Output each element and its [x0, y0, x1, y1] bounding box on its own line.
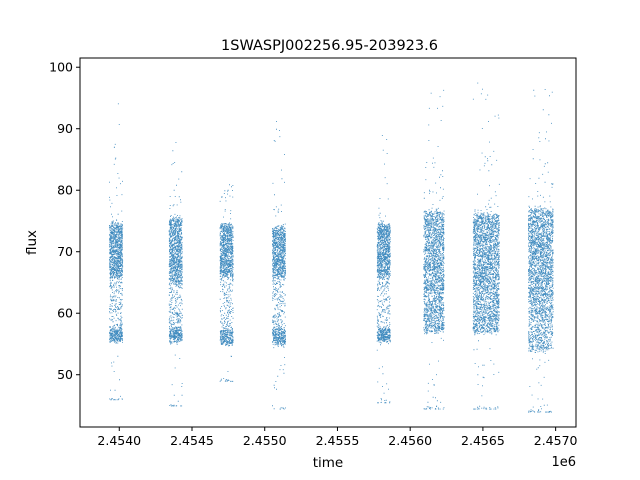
- x-axis-ticks: 2.4540 2.4545 2.4550 2.4555 2.4560 2.4565 2.45…: [97, 427, 578, 448]
- x-tick-label: 2.4545: [170, 433, 214, 448]
- y-tick-label: 50: [57, 367, 73, 382]
- y-axis-label: flux: [24, 230, 40, 255]
- x-tick-label: 2.4560: [388, 433, 432, 448]
- y-tick-label: 90: [57, 121, 73, 136]
- x-axis-offset-label: 1e6: [551, 455, 576, 470]
- chart-title: 1SWASPJ002256.95-203923.6: [221, 38, 438, 54]
- y-tick-label: 60: [57, 306, 73, 321]
- x-tick-label: 2.4555: [316, 433, 360, 448]
- plot-frame: [79, 57, 577, 428]
- x-tick-label: 2.4570: [534, 433, 578, 448]
- x-tick-label: 2.4550: [243, 433, 287, 448]
- x-axis-label: time: [313, 455, 344, 471]
- y-tick-label: 100: [49, 60, 73, 75]
- flux-data-points: [109, 82, 554, 413]
- x-tick-label: 2.4565: [461, 433, 505, 448]
- x-tick-label: 2.4540: [97, 433, 141, 448]
- y-tick-label: 70: [57, 244, 73, 259]
- scatter-points: [109, 82, 554, 413]
- y-axis-ticks: 50 60 70 80 90 100: [49, 60, 80, 382]
- y-tick-label: 80: [57, 183, 73, 198]
